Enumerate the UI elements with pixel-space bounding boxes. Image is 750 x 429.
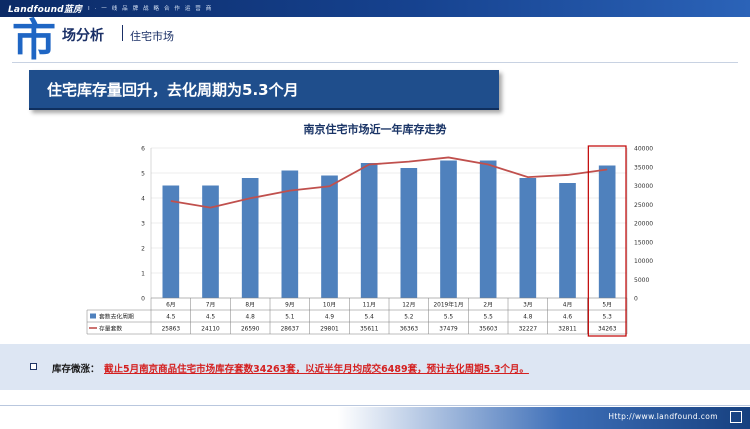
top-brand-bar: Landfound蓝房 I · 一 线 品 牌 战 略 合 作 运 营 商 bbox=[0, 0, 750, 17]
bar-data-label: 5.5 bbox=[444, 315, 454, 321]
line-data-label: 34263 bbox=[598, 327, 617, 333]
legend-line-name: 存量套数 bbox=[99, 325, 122, 333]
bar bbox=[360, 163, 378, 298]
bar-data-label: 5.5 bbox=[484, 315, 494, 321]
bar-data-label: 4.8 bbox=[246, 315, 256, 321]
y-left-tick-label: 2 bbox=[141, 246, 145, 253]
footer-divider bbox=[0, 405, 750, 406]
line-data-label: 25863 bbox=[162, 327, 181, 333]
y-left-tick-label: 0 bbox=[141, 296, 145, 303]
bar-data-label: 4.5 bbox=[206, 315, 216, 321]
bar-data-label: 5.2 bbox=[404, 315, 414, 321]
y-right-tick-label: 35000 bbox=[634, 164, 653, 171]
highlight-box bbox=[587, 145, 627, 337]
bar-data-label: 4.6 bbox=[563, 315, 573, 321]
line-data-label: 28637 bbox=[281, 327, 300, 333]
footer-url: Http://www.landfound.com bbox=[608, 412, 718, 421]
line-data-label: 35603 bbox=[479, 327, 498, 333]
section-separator bbox=[122, 25, 123, 41]
note-panel bbox=[0, 344, 750, 390]
brand-logo: Landfound蓝房 bbox=[8, 5, 83, 15]
footer-bar: Http://www.landfound.com bbox=[0, 407, 750, 429]
y-right-tick-label: 25000 bbox=[634, 202, 653, 209]
chart-title: 南京住宅市场近一年库存走势 bbox=[303, 123, 447, 136]
y-left-tick-label: 5 bbox=[141, 171, 145, 178]
bar-data-label: 5.3 bbox=[603, 315, 613, 321]
y-left-tick-label: 3 bbox=[141, 221, 145, 228]
footer-square-icon bbox=[730, 411, 742, 423]
x-tick-label: 8月 bbox=[245, 302, 255, 309]
line-data-label: 32227 bbox=[519, 327, 538, 333]
line-data-label: 26590 bbox=[241, 327, 260, 333]
bar-data-label: 4.8 bbox=[523, 315, 533, 321]
y-left-tick-label: 1 bbox=[141, 271, 145, 278]
legend-bar-name: 套数去化周期 bbox=[99, 313, 134, 321]
note-label: 库存微涨： bbox=[52, 364, 100, 375]
section-title: 场分析 bbox=[62, 28, 104, 44]
section-subtitle: 住宅市场 bbox=[130, 30, 174, 43]
bar bbox=[479, 160, 497, 298]
headline-text: 住宅库存量回升，去化周期为5.3个月 bbox=[47, 81, 299, 99]
series-line bbox=[170, 156, 608, 209]
bar bbox=[321, 175, 338, 298]
x-tick-label: 3月 bbox=[523, 302, 533, 309]
headline-banner: 住宅库存量回升，去化周期为5.3个月 bbox=[29, 70, 499, 110]
note-text: 截止5月南京商品住宅市场库存套数34263套，以近半年月均成交6489套，预计去… bbox=[104, 364, 529, 375]
line-data-label: 24110 bbox=[201, 327, 220, 333]
bar bbox=[162, 185, 180, 298]
x-tick-label: 5月 bbox=[602, 302, 612, 309]
bar-data-label: 4.9 bbox=[325, 315, 335, 321]
y-right-tick-label: 40000 bbox=[634, 146, 653, 153]
bar bbox=[400, 168, 418, 298]
line-data-label: 29801 bbox=[320, 327, 339, 333]
brand-slogan: I · 一 线 品 牌 战 略 合 作 运 营 商 bbox=[88, 6, 213, 12]
bar bbox=[241, 178, 259, 298]
x-tick-label: 11月 bbox=[363, 302, 376, 309]
legend-bar-swatch bbox=[90, 313, 96, 319]
bar-data-label: 4.5 bbox=[166, 315, 176, 321]
line-data-label: 37479 bbox=[439, 327, 458, 333]
x-tick-label: 7月 bbox=[206, 302, 216, 309]
bar-data-label: 5.1 bbox=[285, 315, 295, 321]
x-tick-label: 6月 bbox=[166, 302, 176, 309]
x-tick-label: 2019年1月 bbox=[433, 301, 463, 309]
bar bbox=[202, 185, 219, 298]
y-right-tick-label: 5000 bbox=[634, 277, 649, 284]
y-right-tick-label: 0 bbox=[634, 296, 638, 303]
line-data-label: 32811 bbox=[558, 327, 577, 333]
header-divider bbox=[12, 62, 738, 63]
bar bbox=[281, 170, 299, 298]
bar bbox=[519, 178, 537, 298]
line-data-label: 36363 bbox=[400, 327, 419, 333]
bar bbox=[598, 165, 616, 298]
x-tick-label: 10月 bbox=[323, 302, 336, 309]
square-bullet-icon bbox=[30, 363, 37, 370]
section-big-char: 市 bbox=[12, 15, 56, 66]
x-tick-label: 9月 bbox=[285, 302, 295, 309]
bar bbox=[559, 183, 576, 298]
y-right-tick-label: 20000 bbox=[634, 221, 653, 228]
y-right-tick-label: 30000 bbox=[634, 183, 653, 190]
bar bbox=[440, 160, 457, 298]
y-right-tick-label: 15000 bbox=[634, 239, 653, 246]
x-tick-label: 2月 bbox=[483, 302, 493, 309]
y-right-tick-label: 10000 bbox=[634, 258, 653, 265]
bar-data-label: 5.4 bbox=[365, 315, 375, 321]
x-tick-label: 4月 bbox=[563, 302, 573, 309]
y-left-tick-label: 6 bbox=[141, 146, 145, 153]
x-tick-label: 12月 bbox=[402, 302, 415, 309]
y-left-tick-label: 4 bbox=[141, 196, 145, 203]
line-data-label: 35611 bbox=[360, 327, 379, 333]
